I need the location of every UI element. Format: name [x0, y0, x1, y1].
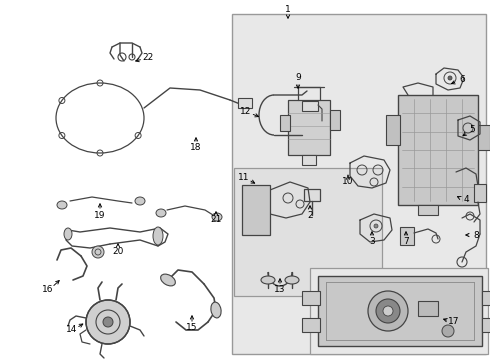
Ellipse shape	[57, 201, 67, 209]
Circle shape	[376, 299, 400, 323]
Text: 10: 10	[342, 177, 354, 186]
Text: 13: 13	[274, 285, 286, 294]
Bar	[302, 155, 316, 165]
Text: 6: 6	[459, 76, 465, 85]
Bar	[478, 125, 490, 150]
Text: 16: 16	[42, 285, 54, 294]
Bar	[330, 110, 340, 130]
Ellipse shape	[156, 209, 166, 217]
Circle shape	[103, 317, 113, 327]
Circle shape	[383, 306, 393, 316]
Bar	[302, 318, 320, 332]
Ellipse shape	[161, 274, 175, 286]
Ellipse shape	[285, 276, 299, 284]
Bar	[288, 100, 330, 155]
Bar	[238, 98, 252, 108]
Bar	[398, 95, 478, 205]
Text: 14: 14	[66, 325, 78, 334]
Ellipse shape	[212, 213, 222, 221]
Text: 9: 9	[295, 73, 301, 82]
Bar	[302, 291, 320, 305]
Text: 2: 2	[307, 211, 313, 220]
Text: 8: 8	[473, 230, 479, 239]
Bar	[418, 205, 438, 215]
Ellipse shape	[64, 228, 72, 240]
Circle shape	[374, 224, 378, 228]
Ellipse shape	[153, 227, 163, 245]
Text: 17: 17	[448, 318, 460, 327]
Text: 3: 3	[369, 238, 375, 247]
Text: 1: 1	[285, 5, 291, 14]
Bar	[400, 227, 414, 245]
Ellipse shape	[135, 197, 145, 205]
Bar	[318, 276, 482, 346]
Circle shape	[368, 291, 408, 331]
Bar	[304, 189, 320, 201]
Ellipse shape	[211, 302, 221, 318]
Bar	[474, 184, 486, 202]
Bar	[234, 168, 382, 296]
Text: 20: 20	[112, 248, 123, 256]
Bar	[310, 268, 488, 354]
Circle shape	[92, 246, 104, 258]
Circle shape	[442, 325, 454, 337]
Bar	[386, 115, 400, 145]
Circle shape	[86, 300, 130, 344]
Bar	[232, 14, 486, 354]
Text: 22: 22	[143, 54, 154, 63]
Circle shape	[448, 76, 452, 80]
Text: 5: 5	[469, 126, 475, 135]
Text: 12: 12	[240, 108, 252, 117]
Text: 4: 4	[463, 195, 469, 204]
Bar	[482, 318, 490, 332]
Bar	[302, 101, 318, 111]
Bar	[242, 185, 270, 235]
Text: 11: 11	[238, 174, 250, 183]
Text: 7: 7	[403, 238, 409, 247]
Text: 19: 19	[94, 211, 106, 220]
Text: 18: 18	[190, 144, 202, 153]
Bar	[482, 291, 490, 305]
Bar	[418, 301, 438, 316]
Bar	[280, 115, 290, 131]
Text: 15: 15	[186, 324, 198, 333]
Ellipse shape	[261, 276, 275, 284]
Text: 21: 21	[210, 216, 221, 225]
